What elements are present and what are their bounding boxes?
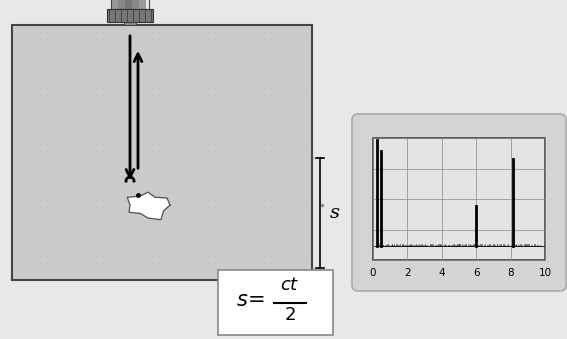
Text: 6: 6 bbox=[473, 268, 480, 278]
Text: 8: 8 bbox=[507, 268, 514, 278]
Bar bbox=[111, 0, 149, 9]
Text: s: s bbox=[330, 204, 340, 222]
Bar bbox=[107, 9, 153, 22]
Bar bbox=[218, 270, 333, 335]
Text: $s\!=\!$: $s\!=\!$ bbox=[236, 291, 265, 311]
Text: 4: 4 bbox=[438, 268, 445, 278]
Bar bbox=[125, 0, 132, 9]
Bar bbox=[12, 25, 312, 280]
Bar bbox=[132, 0, 139, 9]
Bar bbox=[111, 0, 118, 9]
Bar bbox=[139, 0, 146, 9]
Text: $ct$: $ct$ bbox=[280, 276, 300, 294]
Polygon shape bbox=[127, 192, 170, 220]
Bar bbox=[118, 0, 125, 9]
Text: 2: 2 bbox=[404, 268, 411, 278]
Bar bbox=[373, 138, 545, 260]
FancyBboxPatch shape bbox=[352, 114, 566, 291]
Text: 10: 10 bbox=[539, 268, 552, 278]
Text: $2$: $2$ bbox=[284, 306, 296, 324]
Text: 0: 0 bbox=[370, 268, 376, 278]
Bar bbox=[124, 22, 136, 25]
